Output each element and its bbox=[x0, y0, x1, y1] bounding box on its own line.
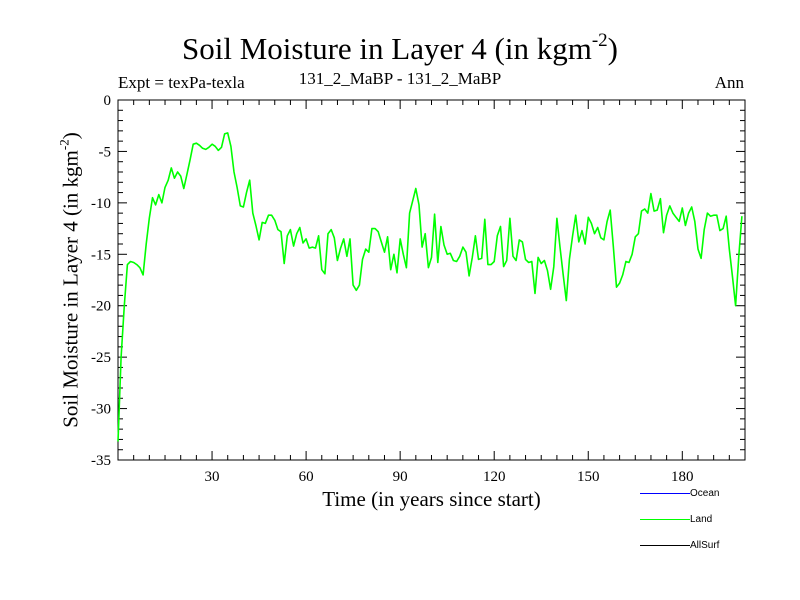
x-tick-label: 150 bbox=[577, 469, 600, 485]
chart-title-close: ) bbox=[607, 31, 618, 66]
y-tick-label: -35 bbox=[91, 453, 111, 469]
chart-title-superscript: -2 bbox=[591, 30, 608, 51]
legend-swatch-ocean bbox=[640, 493, 690, 494]
legend-swatch-land bbox=[640, 519, 690, 520]
tick-labels: 30 60 90 120 150 180 0 -5 -10 -15 -20 -25 -30 -35 bbox=[91, 93, 694, 485]
x-tick-label: 180 bbox=[671, 469, 694, 485]
legend-item-land: Land bbox=[640, 513, 790, 527]
series-line-land bbox=[117, 132, 743, 442]
y-tick-label: -30 bbox=[91, 402, 111, 418]
legend-item-ocean: Ocean bbox=[640, 487, 790, 501]
x-tick-label: 90 bbox=[393, 469, 408, 485]
y-axis-label-text: Soil Moisture in Layer 4 (in kgm bbox=[58, 150, 83, 428]
y-axis-label: Soil Moisture in Layer 4 (in kgm-2) bbox=[57, 132, 84, 427]
y-tick-label: -25 bbox=[91, 350, 111, 366]
series-layer bbox=[117, 132, 743, 442]
y-tick-label: -20 bbox=[91, 299, 111, 315]
x-tick-label: 120 bbox=[483, 469, 506, 485]
y-axis-label-superscript: -2 bbox=[56, 139, 72, 151]
legend-item-allsurf: AllSurf bbox=[640, 539, 790, 553]
x-tick-label: 30 bbox=[205, 469, 220, 485]
plot-frame bbox=[117, 99, 746, 461]
legend-swatch-allsurf bbox=[640, 545, 690, 546]
chart-title-text: Soil Moisture in Layer 4 (in kgm bbox=[182, 31, 592, 66]
y-tick-label: -5 bbox=[99, 144, 112, 160]
period-label: Ann bbox=[714, 73, 744, 92]
legend-label-allsurf: AllSurf bbox=[690, 540, 720, 551]
experiment-label: Expt = texPa-texla bbox=[118, 73, 245, 92]
chart-title: Soil Moisture in Layer 4 (in kgm-2) bbox=[0, 30, 800, 67]
axis-ticks bbox=[118, 100, 745, 460]
x-tick-label: 60 bbox=[299, 469, 314, 485]
legend-label-ocean: Ocean bbox=[690, 488, 720, 499]
chart-subtitle: 131_2_MaBP - 131_2_MaBP bbox=[298, 69, 502, 88]
x-axis-label: Time (in years since start) bbox=[322, 487, 541, 511]
y-tick-label: -10 bbox=[91, 196, 111, 212]
legend-label-land: Land bbox=[690, 514, 713, 525]
y-axis-label-close: ) bbox=[58, 132, 83, 140]
y-tick-label: 0 bbox=[104, 93, 112, 109]
y-tick-label: -15 bbox=[91, 247, 111, 263]
